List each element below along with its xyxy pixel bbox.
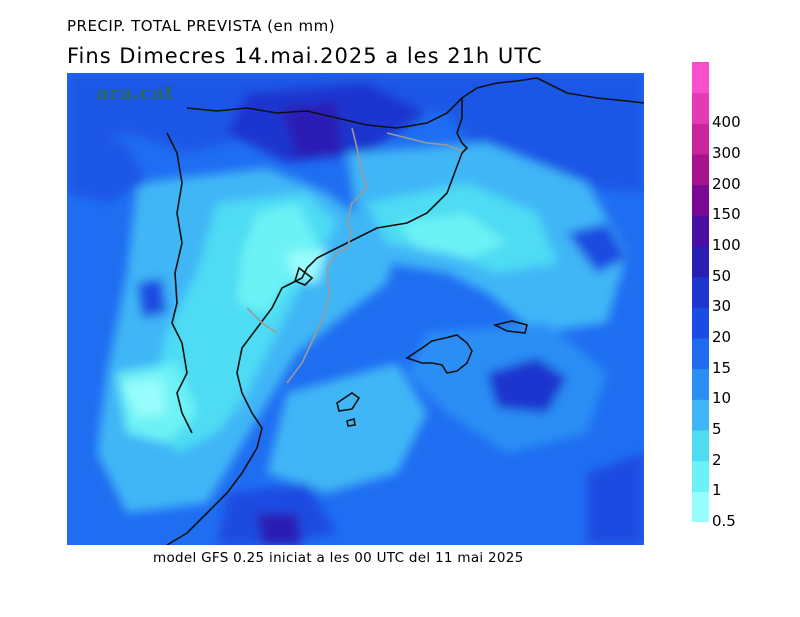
- legend-swatch: [692, 460, 709, 492]
- legend-label: 300: [712, 144, 741, 162]
- legend-label: 15: [712, 358, 732, 377]
- legend-label: 1: [712, 481, 722, 500]
- legend-swatch: [692, 123, 709, 155]
- legend-swatch: [692, 92, 709, 124]
- legend-label: 5: [712, 420, 722, 438]
- legend-swatch: [692, 215, 709, 247]
- legend-label: 20: [712, 328, 732, 346]
- precip-field: [67, 73, 644, 545]
- legend-swatch: [692, 246, 709, 278]
- legend-label: 2: [712, 450, 722, 469]
- legend-label: 200: [712, 174, 741, 193]
- map-title-line1: PRECIP. TOTAL PREVISTA (en mm): [67, 17, 336, 35]
- legend-swatch: [692, 276, 709, 308]
- balearic-islands: [336, 320, 528, 427]
- legend-label: 30: [712, 297, 732, 316]
- legend-swatch: [692, 307, 709, 339]
- legend-swatch: [692, 62, 709, 94]
- legend-swatch: [692, 184, 709, 216]
- watermark-logo: ara.cat: [96, 80, 174, 104]
- legend-label: 10: [712, 389, 732, 408]
- map-title-line2: Fins Dimecres 14.mai.2025 a les 21h UTC: [67, 44, 543, 68]
- color-legend: [692, 62, 709, 522]
- legend-label: 150: [712, 205, 741, 224]
- legend-swatch: [692, 430, 709, 462]
- legend-swatch: [692, 154, 709, 186]
- legend-label: 400: [712, 113, 741, 132]
- coastline: [166, 77, 644, 545]
- national-border: [246, 127, 463, 384]
- legend-swatch: [692, 338, 709, 370]
- legend-swatch: [692, 491, 709, 522]
- legend-swatch: [692, 399, 709, 431]
- legend-label: 100: [712, 236, 741, 254]
- legend-swatch: [692, 368, 709, 400]
- precipitation-map: [67, 73, 644, 545]
- legend-label: 50: [712, 266, 732, 285]
- model-info-footer: model GFS 0.25 iniciat a les 00 UTC del …: [153, 550, 524, 566]
- legend-label: 0.5: [712, 512, 736, 530]
